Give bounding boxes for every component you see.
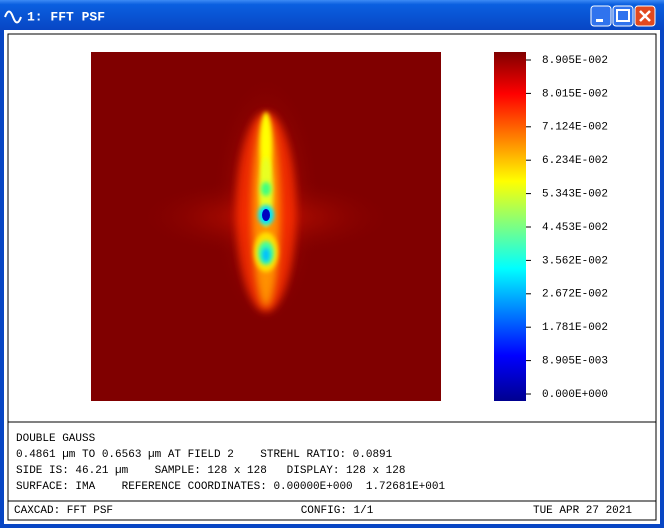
footer-right: TUE APR 27 2021 bbox=[533, 505, 632, 517]
info-line: SIDE IS: 46.21 µm SAMPLE: 128 x 128 DISP… bbox=[16, 465, 405, 477]
colorbar-label: 0.000E+000 bbox=[542, 389, 608, 401]
colorbar-label: 6.234E-002 bbox=[542, 155, 608, 167]
colorbar-label: 5.343E-002 bbox=[542, 189, 608, 201]
plot-border bbox=[7, 33, 657, 521]
app-icon bbox=[4, 10, 22, 24]
footer-left: CAXCAD: FFT PSF bbox=[14, 505, 113, 517]
colorbar-label: 8.015E-002 bbox=[542, 88, 608, 100]
colorbar-label: 7.124E-002 bbox=[542, 122, 608, 134]
maximize-button[interactable] bbox=[612, 5, 634, 27]
info-line: 0.4861 µm TO 0.6563 µm AT FIELD 2 STREHL… bbox=[16, 449, 393, 461]
footer-center: CONFIG: 1/1 bbox=[301, 505, 374, 517]
minimize-button[interactable] bbox=[590, 5, 612, 27]
title-bar bbox=[0, 0, 664, 30]
info-line: DOUBLE GAUSS bbox=[16, 433, 96, 445]
window-title: 1: FFT PSF bbox=[27, 9, 105, 24]
colorbar-label: 8.905E-002 bbox=[542, 55, 608, 67]
psf-image bbox=[91, 52, 441, 401]
info-line: SURFACE: IMA REFERENCE COORDINATES: 0.00… bbox=[16, 481, 445, 493]
close-button[interactable] bbox=[634, 5, 656, 27]
colorbar-label: 3.562E-002 bbox=[542, 255, 608, 267]
colorbar-label: 4.453E-002 bbox=[542, 222, 608, 234]
colorbar-label: 1.781E-002 bbox=[542, 322, 608, 334]
colorbar-label: 2.672E-002 bbox=[542, 289, 608, 301]
colorbar-label: 8.905E-003 bbox=[542, 356, 608, 368]
colorbar bbox=[494, 52, 526, 401]
